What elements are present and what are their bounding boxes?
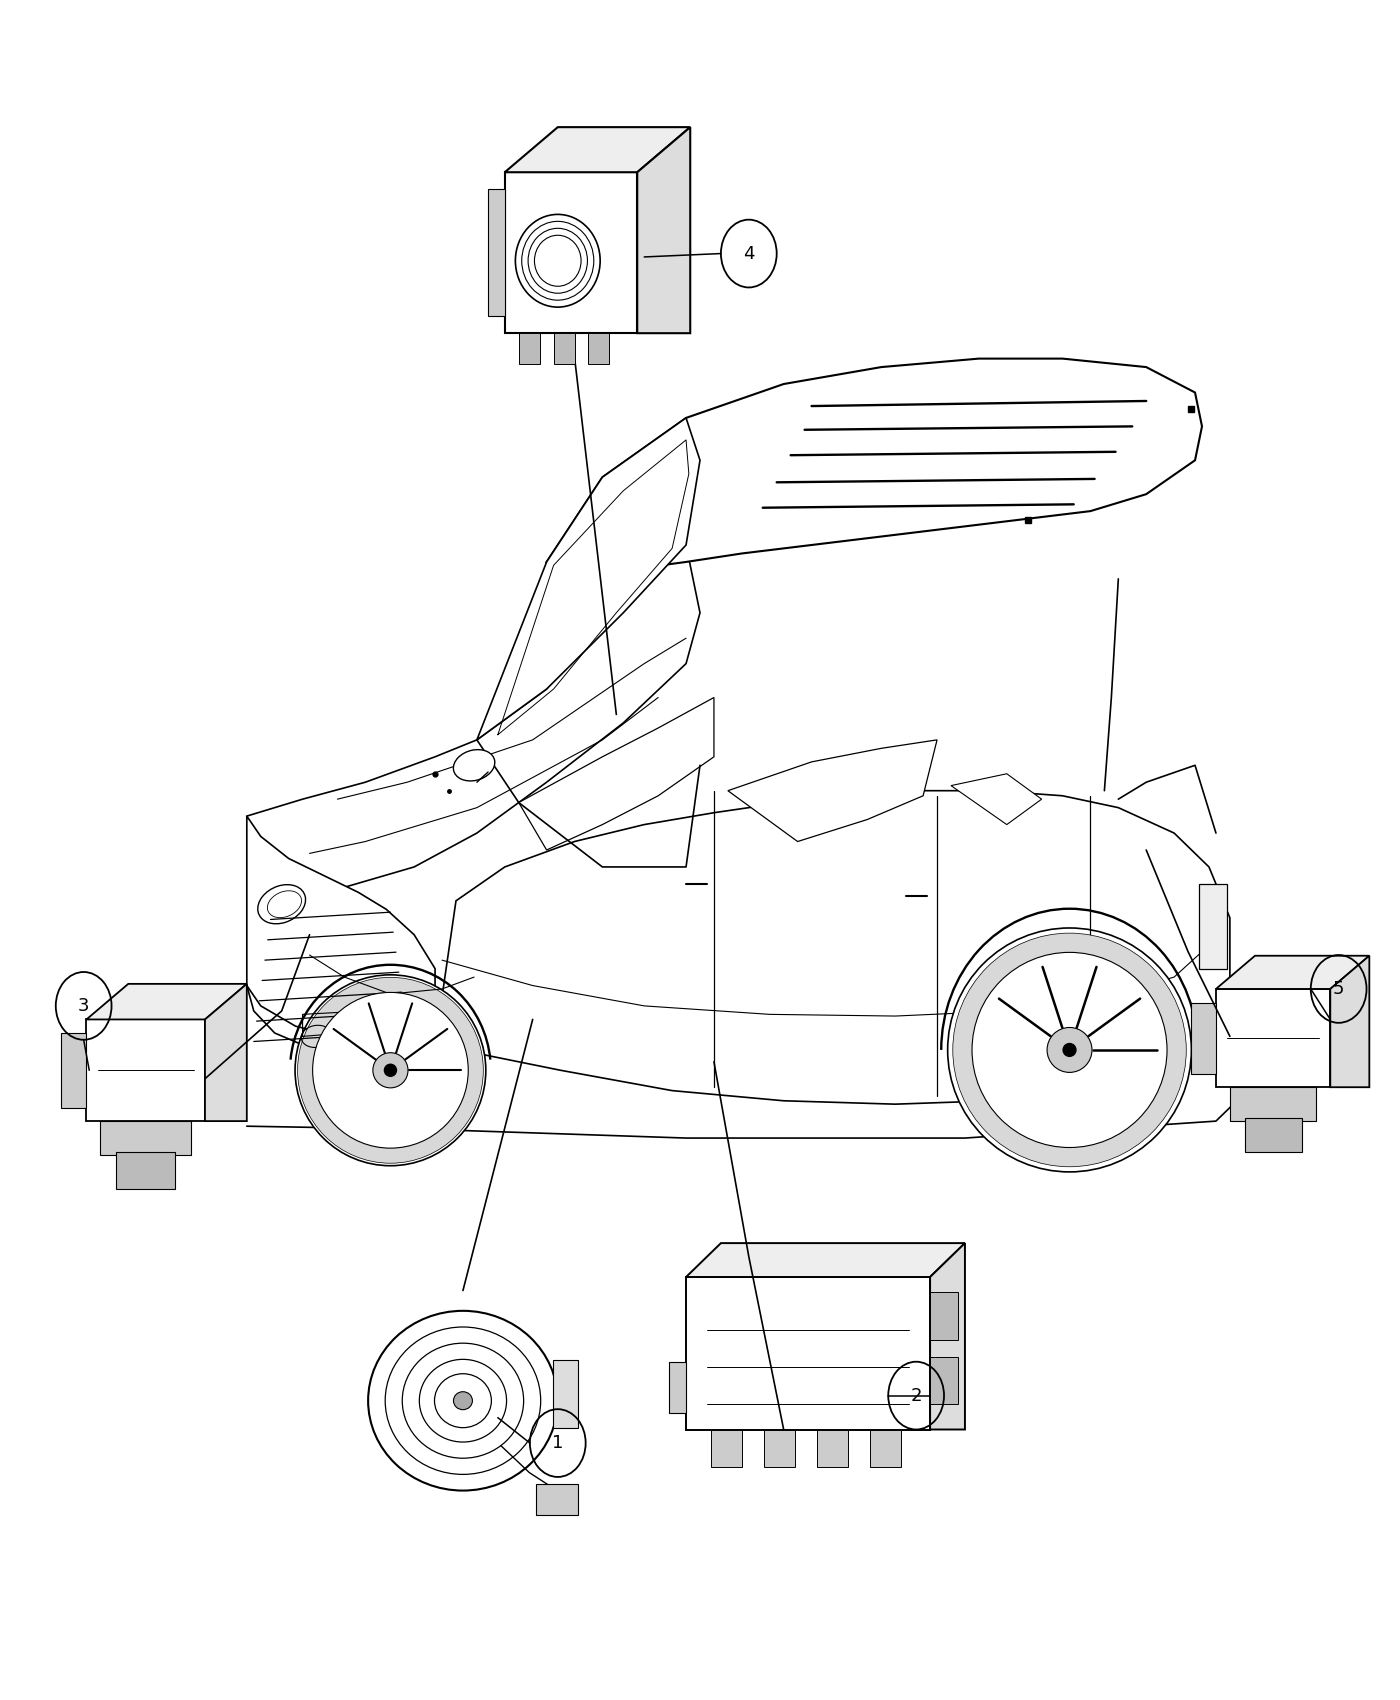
Ellipse shape [298, 977, 483, 1163]
Polygon shape [686, 1277, 930, 1430]
Polygon shape [204, 984, 246, 1120]
Bar [764, 1430, 795, 1467]
Polygon shape [246, 816, 435, 1057]
Polygon shape [246, 546, 700, 918]
Ellipse shape [1047, 1027, 1092, 1073]
Ellipse shape [372, 1052, 407, 1088]
Bar [930, 1357, 958, 1404]
Bar [101, 1120, 190, 1154]
Bar [519, 333, 539, 364]
Ellipse shape [1063, 1044, 1077, 1056]
Ellipse shape [972, 952, 1168, 1148]
Polygon shape [1330, 955, 1369, 1088]
Ellipse shape [295, 974, 486, 1166]
Polygon shape [489, 189, 505, 316]
Polygon shape [87, 984, 246, 1020]
Bar [818, 1430, 848, 1467]
Ellipse shape [515, 214, 601, 308]
Bar [588, 333, 609, 364]
Polygon shape [728, 740, 937, 842]
Bar [930, 1292, 958, 1340]
Polygon shape [435, 790, 1229, 1105]
Text: 5: 5 [1333, 979, 1344, 998]
Ellipse shape [454, 750, 494, 780]
Polygon shape [367, 1292, 560, 1445]
Polygon shape [505, 172, 637, 333]
Bar [553, 1360, 578, 1428]
Bar [536, 1484, 578, 1515]
Ellipse shape [953, 933, 1186, 1166]
Text: 3: 3 [78, 996, 90, 1015]
Polygon shape [519, 697, 714, 850]
Bar [553, 333, 574, 364]
Bar [871, 1430, 900, 1467]
Ellipse shape [368, 1311, 557, 1491]
Text: 1: 1 [552, 1435, 563, 1452]
Polygon shape [1217, 955, 1369, 989]
Polygon shape [546, 359, 1203, 571]
Polygon shape [951, 774, 1042, 824]
Ellipse shape [948, 928, 1191, 1171]
Polygon shape [87, 1020, 204, 1120]
Bar [116, 1151, 175, 1188]
Polygon shape [637, 128, 690, 333]
Polygon shape [686, 1243, 965, 1277]
Text: 2: 2 [910, 1387, 921, 1404]
Text: 4: 4 [743, 245, 755, 262]
Ellipse shape [312, 993, 468, 1148]
Polygon shape [505, 128, 690, 172]
Polygon shape [1191, 1003, 1217, 1074]
Ellipse shape [454, 1392, 472, 1409]
Ellipse shape [385, 1064, 396, 1076]
Bar [1229, 1088, 1316, 1120]
Polygon shape [62, 1034, 87, 1108]
Polygon shape [1217, 989, 1330, 1088]
Bar [1245, 1117, 1302, 1151]
Bar [669, 1362, 686, 1413]
Bar [1200, 884, 1226, 969]
Bar [711, 1430, 742, 1467]
Polygon shape [930, 1243, 965, 1430]
Polygon shape [477, 418, 700, 740]
